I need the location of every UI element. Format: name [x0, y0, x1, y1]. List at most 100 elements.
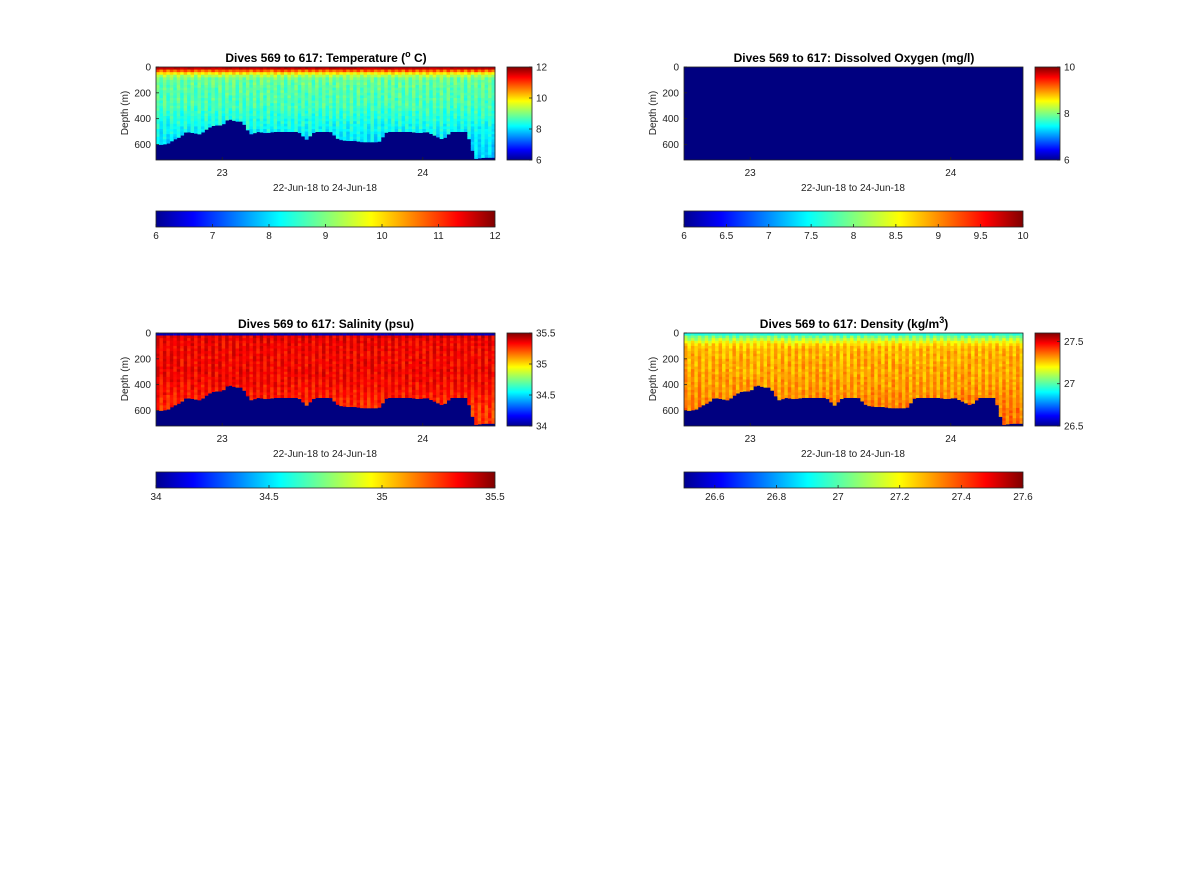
- data-cell: [197, 351, 202, 355]
- data-cell: [225, 335, 230, 339]
- data-cell: [287, 345, 292, 349]
- data-cell: [211, 90, 216, 94]
- data-cell: [297, 382, 302, 386]
- data-cell: [200, 348, 205, 352]
- data-cell: [408, 351, 413, 355]
- data-cell: [252, 118, 257, 122]
- data-cell: [335, 110, 340, 114]
- data-cell: [200, 366, 205, 370]
- data-cell: [169, 116, 174, 120]
- data-cell: [176, 384, 181, 388]
- data-cell: [370, 397, 375, 401]
- data-cell: [349, 382, 354, 386]
- data-cell: [218, 110, 223, 114]
- data-cell: [297, 129, 302, 132]
- data-cell: [270, 389, 275, 393]
- data-cell: [477, 85, 482, 89]
- data-cell: [335, 108, 340, 112]
- data-cell: [256, 371, 261, 375]
- data-cell: [259, 389, 264, 393]
- data-cell: [391, 79, 396, 83]
- data-cell: [394, 98, 399, 101]
- data-cell: [273, 69, 278, 73]
- data-cell: [221, 121, 226, 125]
- data-cell: [398, 389, 402, 393]
- data-cell: [360, 366, 364, 370]
- data-cell: [425, 77, 430, 81]
- data-cell: [301, 392, 306, 396]
- bottom-colorbar: 6 6.5 7 7.5 8 8.5 9 9.5 10: [681, 210, 1029, 242]
- data-cell: [183, 121, 188, 125]
- data-cell: [398, 335, 402, 339]
- data-cell: [218, 85, 223, 89]
- data-cell: [380, 134, 385, 138]
- data-cell: [221, 376, 226, 380]
- x-tick-label: 24: [945, 168, 957, 179]
- data-cell: [401, 376, 406, 380]
- data-cell: [315, 358, 319, 362]
- data-cell: [477, 105, 482, 109]
- data-cell: [294, 95, 299, 99]
- data-cell: [308, 103, 313, 107]
- data-cell: [356, 103, 361, 107]
- data-cell: [322, 343, 326, 347]
- data-cell: [325, 384, 330, 388]
- data-cell: [429, 376, 434, 380]
- data-cell: [322, 389, 326, 393]
- data-cell: [249, 95, 254, 99]
- data-cell: [280, 340, 285, 344]
- data-cell: [380, 356, 385, 360]
- data-cell: [315, 110, 319, 114]
- data-cell: [218, 116, 223, 120]
- data-cell: [370, 402, 375, 406]
- data-cell: [384, 103, 389, 107]
- surface-cell: [156, 67, 160, 70]
- data-cell: [411, 100, 416, 104]
- data-cell: [239, 374, 243, 378]
- data-cell: [356, 364, 361, 367]
- data-cell: [398, 343, 402, 347]
- data-cell: [283, 116, 288, 120]
- data-cell: [256, 69, 261, 73]
- data-cell: [367, 397, 371, 401]
- data-cell: [411, 395, 416, 398]
- data-cell: [301, 358, 306, 362]
- data-cell: [287, 351, 292, 355]
- data-cell: [252, 105, 257, 109]
- data-cell: [308, 95, 313, 99]
- data-cell: [304, 364, 309, 367]
- data-cell: [211, 335, 216, 339]
- data-cell: [166, 95, 171, 99]
- data-cell: [239, 100, 243, 104]
- data-cell: [425, 118, 430, 122]
- data-cell: [405, 116, 409, 120]
- data-cell: [481, 131, 486, 135]
- data-cell: [159, 366, 164, 370]
- data-cell: [363, 77, 368, 81]
- data-cell: [401, 343, 406, 347]
- data-cell: [363, 69, 368, 73]
- surface-cell: [180, 333, 185, 336]
- data-cell: [169, 364, 174, 367]
- data-cell: [259, 369, 264, 373]
- data-cell: [418, 366, 423, 370]
- data-cell: [470, 123, 475, 127]
- data-cell: [401, 100, 406, 104]
- data-cell: [218, 345, 223, 349]
- data-cell: [398, 351, 402, 355]
- data-cell: [418, 100, 423, 104]
- data-cell: [384, 366, 389, 370]
- data-cell: [197, 376, 202, 380]
- data-cell: [384, 387, 389, 391]
- data-cell: [322, 369, 326, 373]
- data-cell: [322, 395, 326, 398]
- data-cell: [418, 379, 423, 383]
- data-cell: [173, 85, 178, 89]
- surface-cell: [187, 67, 191, 70]
- data-cell: [411, 392, 416, 396]
- data-cell: [405, 374, 409, 378]
- data-cell: [360, 95, 364, 99]
- data-cell: [311, 343, 316, 347]
- data-cell: [235, 374, 240, 378]
- data-cell: [432, 335, 437, 339]
